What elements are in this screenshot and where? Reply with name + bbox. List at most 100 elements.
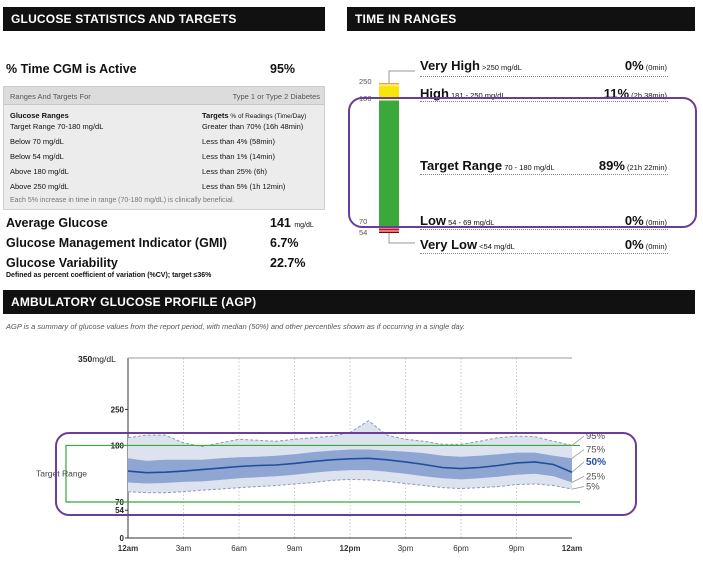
target-row-target: Less than 1% (14min) (202, 152, 275, 161)
tir-segment-low (379, 228, 399, 231)
target-row-target: Less than 25% (6h) (202, 167, 268, 176)
tir-row-percent: 0% (624, 58, 644, 73)
agp-y-tick-value: 350 (78, 354, 92, 364)
tir-segment-target (379, 100, 399, 228)
tir-axis-label: 250 (359, 77, 372, 86)
agp-x-tick-label: 9am (287, 544, 303, 553)
col-targets-header-rest: % of Readings (Time/Day) (228, 113, 307, 120)
target-row-range: Above 180 mg/dL (10, 167, 69, 176)
tir-row-range: >250 mg/dL (479, 63, 522, 72)
agp-description: AGP is a summary of glucose values from … (6, 322, 465, 331)
agp-x-tick-label: 3pm (398, 544, 414, 553)
agp-median-line (127, 457, 573, 474)
tir-connector-very-high (388, 70, 415, 83)
targets-table-head: Ranges And Targets For Type 1 or Type 2 … (4, 87, 324, 105)
agp-band-25-75 (128, 449, 572, 484)
tir-axis-label: 54 (359, 228, 367, 237)
tir-row-underline (420, 229, 668, 230)
target-row-range: Target Range 70-180 mg/dL (10, 122, 104, 131)
target-row-range: Above 250 mg/dL (10, 182, 69, 191)
agp-percentile-label: 50% (586, 457, 606, 468)
agp-percentile-label: 25% (586, 471, 606, 482)
tir-row-percent: 89% (598, 158, 625, 173)
col-targets-header-bold: Targets (202, 111, 229, 120)
tir-header: TIME IN RANGES (347, 7, 695, 31)
agp-y-tick-label: 0 (120, 534, 125, 543)
gmi-label: Glucose Management Indicator (GMI) (6, 236, 227, 250)
tir-row-underline (420, 253, 668, 254)
tir-row-pct: 0% (0min) (625, 58, 667, 73)
agp-header-text: AMBULATORY GLUCOSE PROFILE (AGP) (11, 295, 257, 309)
stats-header: GLUCOSE STATISTICS AND TARGETS (3, 7, 325, 31)
col-targets-header: Targets % of Readings (Time/Day) (202, 111, 306, 120)
tir-connector-very-low (388, 233, 415, 244)
tir-row-label: Target Range 70 - 180 mg/dL (420, 158, 555, 173)
tir-row-pct: 89% (21h 22min) (599, 158, 667, 173)
agp-target-range-label: Target Range (36, 469, 87, 479)
agp-highlight-box (55, 432, 637, 516)
tir-segment-very-high (379, 83, 399, 85)
tir-row-range: 70 - 180 mg/dL (502, 163, 555, 172)
tir-segment-very-low (379, 231, 399, 233)
agp-percentile-leader (571, 475, 585, 483)
agp-y-tick-label: 350mg/dL (78, 354, 116, 364)
targets-head-right: Type 1 or Type 2 Diabetes (232, 92, 320, 101)
target-row-target: Greater than 70% (16h 48min) (202, 122, 304, 131)
avg-glucose-unit: mg/dL (294, 222, 314, 229)
variability-value: 22.7% (270, 256, 306, 270)
agp-percentile-leader (571, 449, 585, 459)
tir-highlight-box (348, 97, 697, 228)
variability-note: Defined as percent coefficient of variat… (6, 272, 212, 279)
tir-row-name: Very High (420, 58, 480, 73)
targets-table: Ranges And Targets For Type 1 or Type 2 … (3, 86, 325, 210)
tir-row-range: <54 mg/dL (477, 242, 515, 251)
target-row-range: Below 54 mg/dL (10, 152, 64, 161)
tir-row-range: 181 - 250 mg/dL (448, 91, 506, 100)
tir-row-time: (2h 38min) (629, 91, 667, 100)
target-row-target: Less than 5% (1h 12min) (202, 182, 286, 191)
stats-header-text: GLUCOSE STATISTICS AND TARGETS (11, 12, 237, 26)
tir-row-time: (0min) (643, 63, 667, 72)
agp-x-tick-label: 3am (176, 544, 192, 553)
tir-row-pct: 0% (0min) (625, 213, 667, 228)
tir-row-percent: 0% (624, 213, 644, 228)
agp-percentile-label: 5% (586, 482, 600, 493)
agp-percentile-leader (571, 435, 585, 446)
agp-percentile-label: 95% (586, 431, 606, 442)
agp-y-tick-label: 250 (111, 405, 125, 414)
tir-row-label: Low 54 - 69 mg/dL (420, 213, 494, 228)
tir-row-underline (420, 174, 668, 175)
agp-percentile-leader (571, 486, 585, 490)
cgm-active-label: % Time CGM is Active (6, 62, 137, 76)
agp-y-tick-label: 54 (115, 506, 124, 515)
agp-x-tick-label: 9pm (509, 544, 525, 553)
avg-glucose-number: 141 (270, 216, 291, 230)
tir-segment-high (379, 85, 399, 100)
tir-row-percent: 0% (624, 237, 644, 252)
tir-row-label: Very Low <54 mg/dL (420, 237, 515, 252)
target-row-target: Less than 4% (58min) (202, 137, 275, 146)
tir-row-range: 54 - 69 mg/dL (446, 218, 495, 227)
variability-label: Glucose Variability (6, 256, 118, 270)
tir-row-name: Target Range (420, 158, 503, 173)
agp-x-tick-label: 12am (118, 544, 138, 553)
tir-row-pct: 0% (0min) (625, 237, 667, 252)
col-ranges-header: Glucose Ranges (10, 111, 69, 120)
tir-row-name: Low (420, 213, 446, 228)
tir-row-time: (0min) (643, 218, 667, 227)
agp-percentile-label: 75% (586, 445, 606, 456)
tir-header-text: TIME IN RANGES (355, 12, 457, 26)
agp-x-tick-label: 6am (231, 544, 247, 553)
agp-percentile-leader (571, 461, 585, 473)
agp-x-tick-label: 12pm (340, 544, 361, 553)
tir-row-time: (0min) (643, 242, 667, 251)
agp-x-tick-label: 6pm (453, 544, 469, 553)
tir-axis-label: 70 (359, 217, 367, 226)
tir-row-underline (420, 101, 668, 102)
agp-x-tick-label: 12am (562, 544, 582, 553)
tir-row-time: (21h 22min) (624, 163, 667, 172)
agp-y-unit: mg/dL (92, 354, 116, 364)
gmi-value: 6.7% (270, 236, 299, 250)
